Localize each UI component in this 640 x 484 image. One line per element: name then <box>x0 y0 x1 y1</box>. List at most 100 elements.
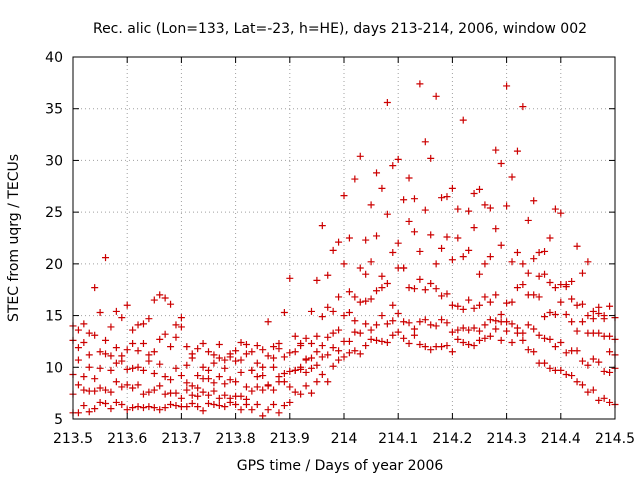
data-point <box>253 373 261 381</box>
data-point <box>519 260 527 268</box>
data-point <box>107 323 115 331</box>
data-point <box>427 346 435 354</box>
data-point <box>112 378 120 386</box>
data-point <box>134 347 142 355</box>
data-point <box>177 323 185 331</box>
data-point <box>427 321 435 329</box>
data-points <box>69 80 619 420</box>
data-point <box>454 234 462 242</box>
data-point <box>503 82 511 90</box>
data-point <box>329 307 337 315</box>
data-point <box>188 391 196 399</box>
data-point <box>237 356 245 364</box>
data-point <box>405 319 413 327</box>
data-point <box>270 354 278 362</box>
data-point <box>389 162 397 170</box>
data-point <box>313 332 321 340</box>
data-point <box>470 304 478 312</box>
data-point <box>221 391 229 399</box>
data-point <box>541 359 549 367</box>
data-point <box>486 332 494 340</box>
data-point <box>427 280 435 288</box>
data-point <box>221 380 229 388</box>
data-point <box>362 297 370 305</box>
data-point <box>405 174 413 182</box>
data-point <box>503 202 511 210</box>
data-point <box>335 347 343 355</box>
data-point <box>568 277 576 285</box>
data-point <box>416 341 424 349</box>
data-point <box>112 307 120 315</box>
data-point <box>145 357 153 365</box>
data-point <box>481 321 489 329</box>
data-point <box>465 246 473 254</box>
data-point <box>253 359 261 367</box>
data-point <box>551 284 559 292</box>
data-point <box>454 302 462 310</box>
data-point <box>80 386 88 394</box>
data-point <box>221 403 229 411</box>
data-point <box>307 339 315 347</box>
data-point <box>448 184 456 192</box>
data-point <box>307 307 315 315</box>
data-point <box>215 373 223 381</box>
data-point <box>524 321 532 329</box>
data-point <box>362 236 370 244</box>
x-axis-ticks: 213.5 213.6 213.7 213.8 213.9 214 214.1 214.2 21… <box>53 57 635 447</box>
data-point <box>253 401 261 409</box>
data-point <box>535 248 543 256</box>
data-point <box>416 247 424 255</box>
data-point <box>80 402 88 410</box>
data-point <box>188 382 196 390</box>
data-point <box>578 269 586 277</box>
data-point <box>497 311 505 319</box>
data-point <box>318 222 326 230</box>
data-point <box>318 342 326 350</box>
data-point <box>259 363 267 371</box>
x-tick-label: 214.4 <box>541 431 581 447</box>
data-point <box>351 293 359 301</box>
data-point <box>481 201 489 209</box>
data-point <box>546 308 554 316</box>
data-point <box>394 310 402 318</box>
data-point <box>486 298 494 306</box>
data-point <box>373 321 381 329</box>
data-point <box>443 193 451 201</box>
data-point <box>139 390 147 398</box>
data-point <box>476 327 483 335</box>
data-point <box>508 320 516 328</box>
data-point <box>91 375 99 383</box>
data-point <box>400 264 408 272</box>
data-point <box>530 348 538 356</box>
data-point <box>513 329 521 337</box>
data-point <box>232 401 240 409</box>
data-point <box>188 399 196 407</box>
data-point <box>578 300 586 308</box>
data-point <box>351 328 359 336</box>
data-point <box>183 361 191 369</box>
data-point <box>373 287 381 295</box>
data-point <box>215 402 223 410</box>
data-point <box>551 311 559 319</box>
data-point <box>270 343 278 351</box>
data-point <box>448 328 456 336</box>
data-point <box>329 246 337 254</box>
data-point <box>606 398 614 406</box>
data-point <box>400 334 408 342</box>
data-point <box>329 362 337 370</box>
data-point <box>600 315 608 323</box>
data-point <box>85 329 93 337</box>
data-point <box>459 305 467 313</box>
data-point <box>448 301 456 309</box>
data-point <box>524 216 532 224</box>
data-point <box>356 264 364 272</box>
data-point <box>562 311 570 319</box>
data-point <box>205 348 212 356</box>
data-point <box>427 154 435 162</box>
data-point <box>102 386 110 394</box>
data-point <box>476 336 483 344</box>
data-point <box>280 308 288 316</box>
data-point <box>465 296 473 304</box>
data-point <box>513 248 521 256</box>
data-point <box>535 331 543 339</box>
